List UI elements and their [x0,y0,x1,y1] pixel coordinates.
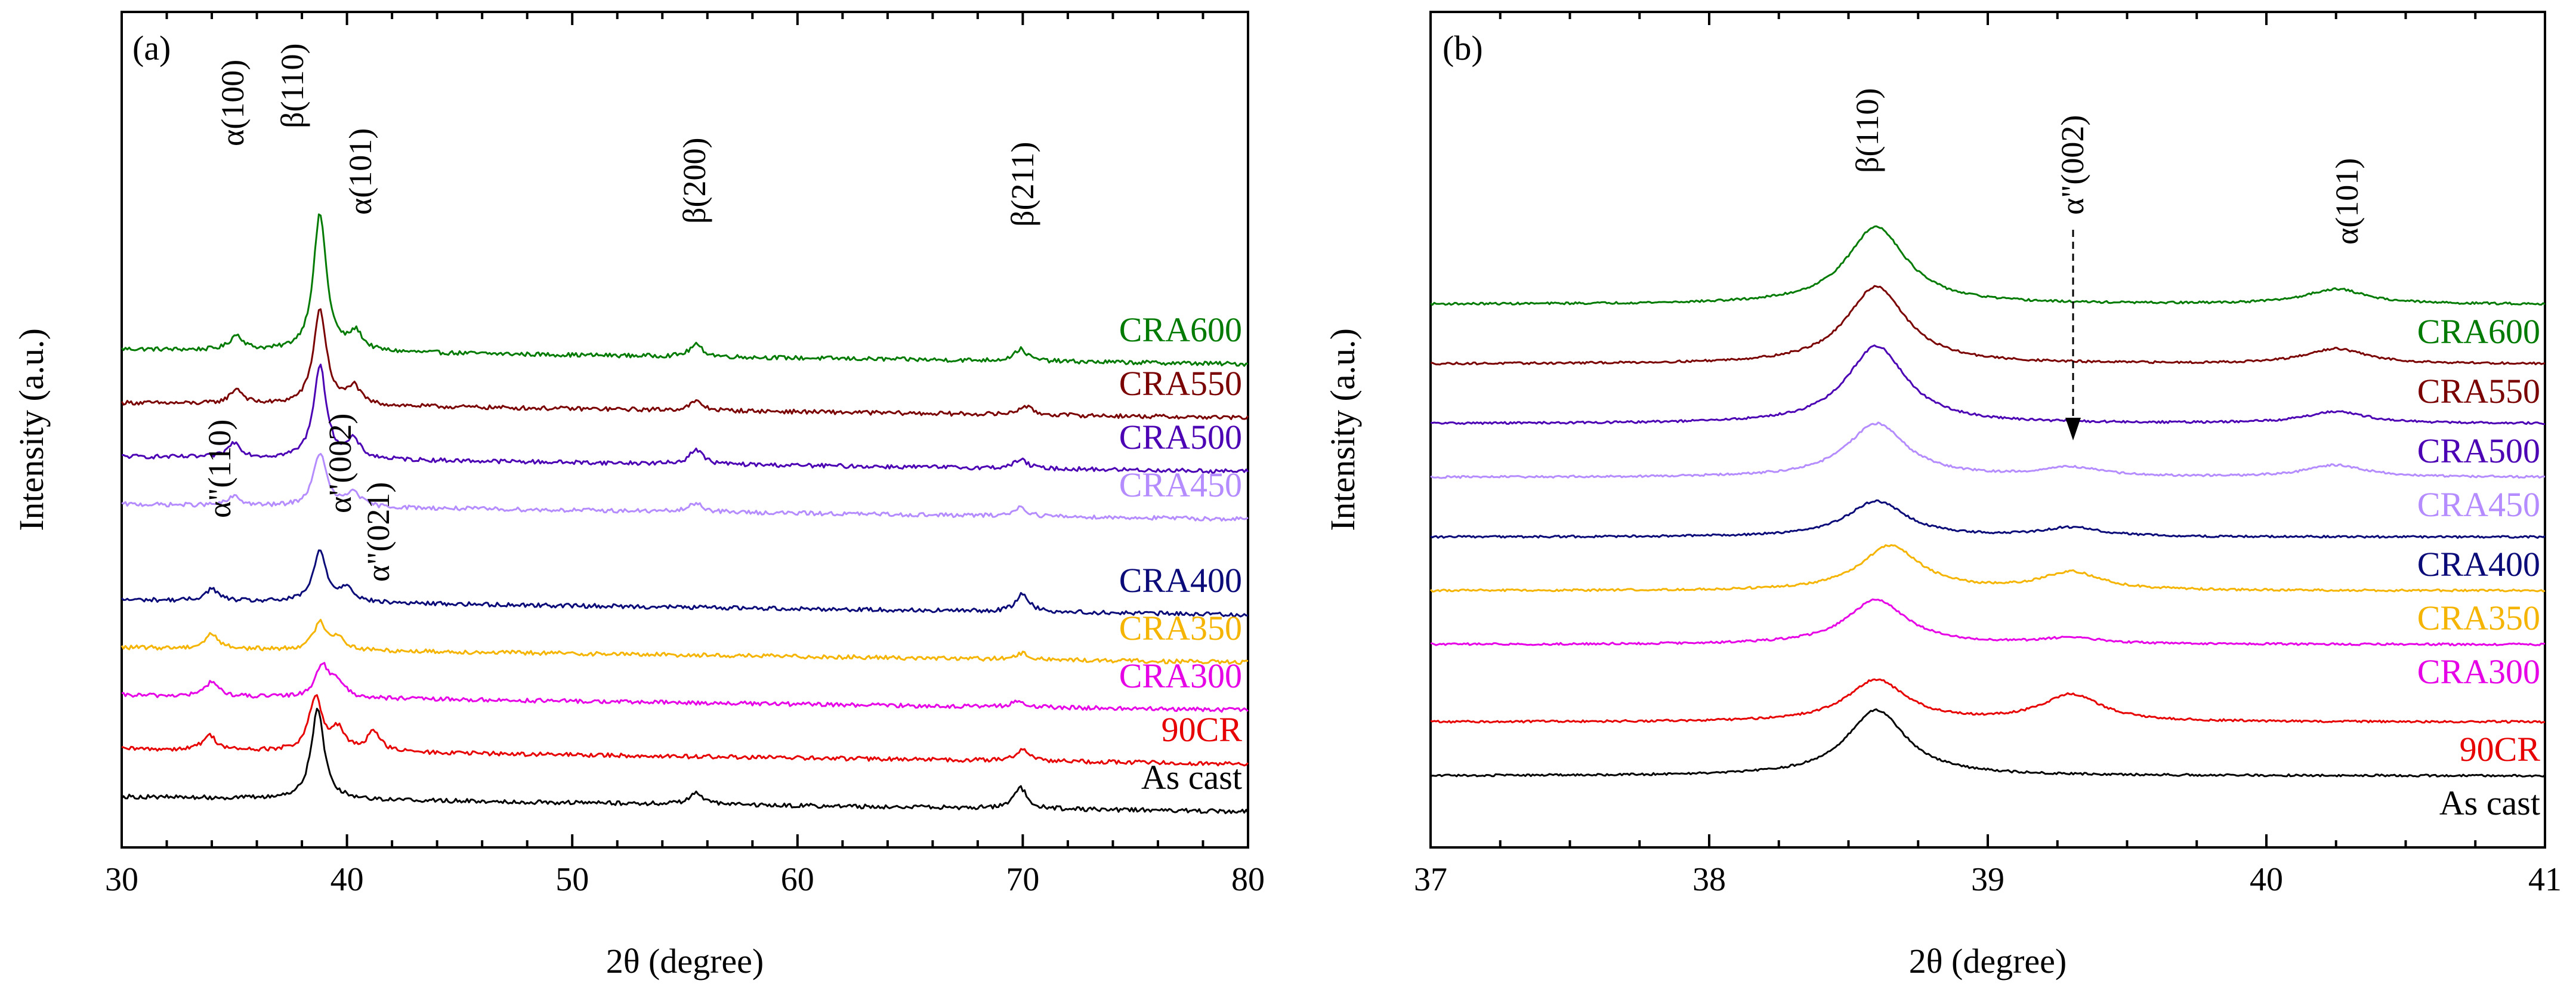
panel-b-xlabel: 2θ (degree) [1909,942,2067,980]
x-tick-label: 80 [1231,861,1265,898]
series-label: CRA450 [1119,465,1242,504]
series-label: CRA350 [2417,599,2540,637]
alpha-002-arrowhead [2065,418,2081,440]
trace-cra300 [1430,598,2546,646]
peak-label: α(101) [2329,158,2365,245]
series-label: CRA600 [2417,312,2540,351]
trace-cra400 [1430,499,2546,539]
series-label: CRA450 [2417,485,2540,524]
trace-cra450 [121,452,1249,522]
trace-cra350 [1429,544,2546,593]
trace-cra550 [121,308,1249,420]
panel-a-xlabel: 2θ (degree) [606,942,764,980]
peak-label: α"(021) [360,482,396,582]
x-tick-label: 39 [1971,861,2004,898]
trace-as-cast [121,708,1249,815]
series-label: CRA500 [2417,431,2540,470]
x-tick-label: 40 [331,861,364,898]
panel-b: (b) 2θ (degree) Intensity (a.u.) 37 38 39 4… [1323,11,2562,980]
peak-label: β(200) [677,138,712,224]
x-tick-label: 70 [1006,861,1039,898]
series-label: CRA300 [1119,656,1242,695]
panel-b-peak-annotations: β(110) α"(002) α(101) [1849,88,2365,440]
trace-cra400 [121,549,1249,618]
panel-b-traces [1429,225,2546,778]
series-label: 90CR [2460,730,2541,769]
series-label: CRA350 [1119,609,1242,648]
series-label: CRA550 [2417,372,2540,411]
panel-b-label: (b) [1443,29,1483,67]
peak-label: α"(110) [202,420,237,518]
panel-a-x-axis: 30 40 50 60 70 80 [105,12,1265,898]
panel-a-label: (a) [132,29,171,67]
panel-a-series-labels: CRA600 CRA550 CRA500 CRA450 CRA400 CRA350 CRA3… [1119,310,1243,797]
x-tick-label: 38 [1692,861,1726,898]
panel-a-frame [121,11,1249,849]
panel-a-ylabel: Intensity (a.u.) [12,328,51,531]
peak-label: α"(002) [2055,115,2090,215]
series-label: As cast [2439,784,2540,822]
panel-b-x-axis: 37 38 39 40 41 [1414,12,2562,898]
series-label: CRA400 [1119,561,1242,600]
trace-cra600 [121,213,1249,367]
trace-cra350 [121,619,1249,665]
trace-cra600 [1430,225,2546,306]
peak-label: β(110) [274,44,310,128]
series-label: CRA300 [2417,652,2540,691]
x-tick-label: 30 [105,861,138,898]
panel-b-series-labels: CRA600 CRA550 CRA500 CRA450 CRA400 CRA350 CRA3… [2417,312,2541,822]
trace-cra500 [121,363,1249,474]
trace-cra500 [1430,344,2546,426]
trace-cra450 [1430,421,2546,479]
peak-label: β(211) [1005,142,1040,227]
series-label: 90CR [1162,710,1243,749]
series-label: CRA400 [2417,545,2540,584]
x-tick-label: 41 [2528,861,2562,898]
trace-cra550 [1430,285,2546,366]
peak-label: β(110) [1849,88,1885,173]
series-label: CRA600 [1119,310,1242,349]
trace-90cr [121,694,1249,767]
x-tick-label: 50 [555,861,589,898]
panel-a-traces [121,213,1249,815]
series-label: CRA550 [1119,364,1242,403]
series-label: As cast [1141,758,1242,797]
series-label: CRA500 [1119,418,1242,457]
panel-a: (a) 2θ (degree) Intensity (a.u.) 30 40 50 6… [12,11,1265,980]
x-tick-label: 40 [2250,861,2283,898]
x-tick-label: 37 [1414,861,1447,898]
peak-label: α"(002) [322,414,358,513]
trace-cra300 [121,662,1249,713]
peak-label: α(101) [342,128,378,215]
trace-90cr [1430,678,2546,724]
x-tick-label: 60 [781,861,814,898]
panel-a-peak-annotations: α(100) β(110) α(101) β(200) β(211) α"(11… [202,44,1040,582]
peak-label: α(100) [215,60,251,146]
panel-b-ylabel: Intensity (a.u.) [1323,328,1362,531]
trace-as-cast [1430,708,2546,778]
